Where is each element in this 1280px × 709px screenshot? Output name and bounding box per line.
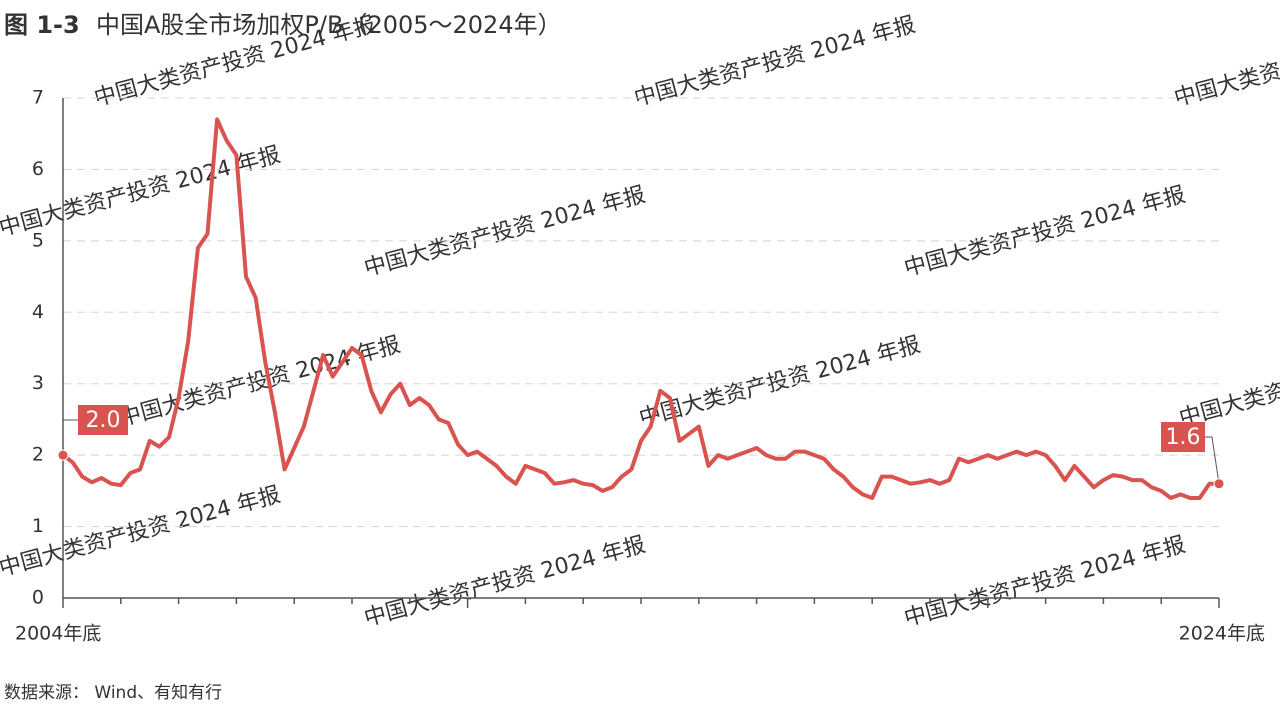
point [57, 449, 69, 461]
y-tick-label: 1 [32, 515, 44, 537]
leader-line [1205, 436, 1220, 484]
x-tick-label: 2024年底 [1179, 623, 1265, 645]
leader-line [62, 419, 78, 456]
label-box [1161, 422, 1205, 452]
watermark: 中国大类资产投资 2024 年报 [632, 12, 919, 111]
y-tick-label: 2 [32, 444, 44, 466]
chart-title: 中国A股全市场加权P/B（2005～2024年） [96, 11, 562, 39]
y-tick-label: 7 [32, 87, 44, 109]
watermark: 中国大类资产投资 2024 年报 [637, 332, 924, 431]
x-tick-label: 2004年底 [15, 623, 101, 645]
watermark: 中国大类资产投资 2024 年报 [902, 182, 1189, 281]
watermark: 中国大类资产投资 2024 年报 [117, 332, 404, 431]
source: 数据来源： Wind、有知有行 [4, 683, 222, 703]
watermark: 中国大类资产投资 2024 年报 [362, 182, 649, 281]
line [61, 117, 1219, 500]
point [1213, 478, 1225, 490]
data-label: 2.0 [86, 408, 121, 433]
label-box [78, 405, 128, 435]
y-tick-label: 5 [32, 229, 44, 251]
watermark: 中国大类资产投资 2024 年报 [1177, 332, 1280, 431]
watermark: 中国大类资产投资 2024 年报 [902, 532, 1189, 631]
y-tick-label: 0 [32, 587, 44, 609]
y-tick-label: 4 [32, 301, 44, 323]
y-tick-label: 3 [32, 372, 44, 394]
data-label: 1.6 [1166, 425, 1201, 450]
figure-label: 图 1-3 [4, 11, 80, 39]
watermark: 中国大类资产投资 2024 年报 [362, 532, 649, 631]
watermark: 中国大类资产投资 2024 年报 [1172, 12, 1280, 111]
y-tick-label: 6 [32, 158, 44, 180]
